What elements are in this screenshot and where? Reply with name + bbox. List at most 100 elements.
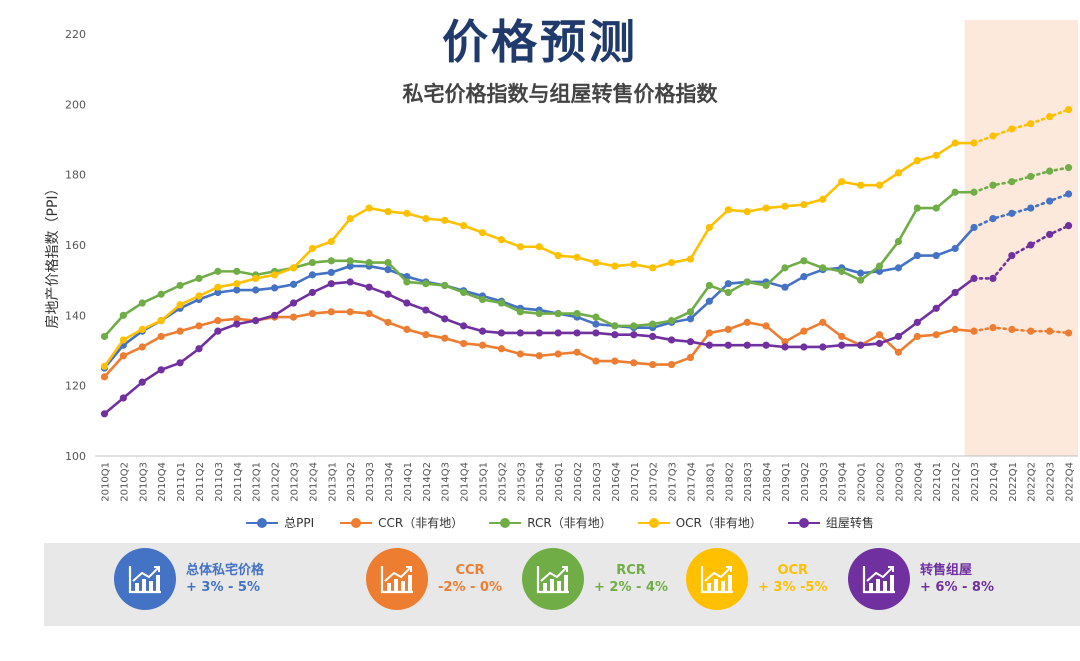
data-point (346, 262, 354, 270)
x-tick-label: 2016Q3 (592, 462, 603, 502)
data-point (138, 378, 146, 386)
x-tick-label: 2011Q4 (233, 462, 244, 502)
data-point (800, 200, 808, 209)
chart-growth-icon (522, 548, 584, 610)
data-point (970, 223, 978, 232)
x-tick-label: 2015Q2 (497, 462, 508, 502)
data-point (119, 336, 127, 344)
x-tick-label: 2020Q2 (876, 462, 887, 502)
legend-swatch (489, 517, 522, 528)
data-point (611, 357, 619, 365)
data-point (441, 334, 449, 342)
data-point (649, 264, 657, 272)
data-point (573, 309, 581, 318)
forecast-item: 转售组屋 + 6% - 8% (848, 548, 994, 610)
data-point (838, 341, 846, 349)
data-point (1064, 222, 1073, 230)
data-point (686, 255, 695, 263)
data-point (157, 366, 165, 374)
legend-swatch (340, 517, 373, 528)
chart-title: 价格预测 (442, 15, 638, 69)
data-point (100, 362, 109, 370)
x-tick-label: 2011Q3 (214, 462, 225, 502)
data-point (119, 311, 127, 319)
x-tick-label: 2013Q2 (346, 462, 357, 502)
data-point (289, 280, 298, 288)
data-point (989, 215, 997, 223)
data-point (384, 318, 392, 326)
data-point (667, 360, 676, 369)
data-point (327, 237, 335, 246)
x-tick-label: 2010Q3 (138, 462, 149, 502)
data-point (346, 278, 354, 286)
forecast-item: OCR + 3% -5% (686, 548, 827, 610)
data-point (970, 327, 978, 335)
data-point (592, 320, 600, 328)
data-point (800, 273, 808, 281)
data-point (1064, 329, 1073, 337)
data-point (970, 188, 978, 196)
data-point (743, 341, 751, 349)
x-tick-label: 2021Q2 (951, 462, 962, 502)
data-point (1064, 164, 1073, 172)
legend-item: RCR（非有地） (489, 514, 612, 531)
data-point (592, 313, 600, 321)
data-point (308, 309, 316, 318)
data-point (384, 290, 392, 298)
legend-item: 总PPI (246, 514, 314, 531)
data-point (365, 283, 373, 291)
data-point (516, 329, 524, 337)
data-point (630, 322, 638, 330)
data-point (422, 280, 430, 288)
x-tick-label: 2018Q3 (743, 462, 754, 502)
data-point (1008, 209, 1016, 217)
data-point (157, 317, 165, 325)
data-point (705, 341, 713, 349)
data-point (119, 352, 127, 360)
data-point (781, 343, 789, 351)
data-point (875, 262, 884, 270)
x-tick-label: 2019Q4 (838, 462, 849, 502)
data-point (857, 181, 865, 189)
data-point (875, 181, 884, 189)
legend-item: 组屋转售 (787, 514, 874, 531)
data-point (743, 207, 751, 216)
x-tick-label: 2010Q2 (119, 462, 130, 502)
data-point (384, 258, 392, 267)
data-point (573, 348, 581, 356)
data-point (460, 288, 468, 297)
data-point (346, 257, 354, 265)
data-point (138, 299, 146, 307)
data-point (100, 410, 109, 418)
data-point (327, 280, 335, 288)
data-point (989, 274, 997, 283)
x-tick-label: 2012Q4 (308, 462, 319, 502)
chart-legend: 总PPI CCR（非有地） RCR（非有地） OCR（非有地） 组屋转售 (0, 514, 1080, 531)
data-point (157, 332, 165, 341)
data-point (403, 209, 411, 217)
data-point (838, 178, 846, 186)
data-point (667, 317, 676, 325)
data-point (214, 327, 222, 335)
x-tick-label: 2022Q1 (1008, 462, 1019, 502)
data-point (441, 216, 449, 224)
x-tick-label: 2013Q3 (365, 462, 376, 502)
data-point (403, 278, 411, 286)
data-point (1046, 167, 1054, 175)
chart-growth-icon (114, 548, 176, 610)
x-tick-label: 2021Q3 (970, 462, 981, 502)
data-point (554, 329, 562, 337)
data-point (270, 311, 279, 319)
data-point (705, 297, 713, 305)
data-point (1008, 251, 1016, 260)
data-point (781, 202, 789, 210)
x-tick-label: 2022Q4 (1065, 462, 1076, 502)
data-point (686, 353, 695, 362)
data-point (913, 157, 921, 165)
data-point (1027, 327, 1035, 335)
data-point (781, 338, 789, 346)
data-point (195, 322, 203, 330)
forecast-item: RCR + 2% - 4% (522, 548, 668, 610)
data-point (460, 339, 468, 348)
data-point (233, 320, 241, 328)
